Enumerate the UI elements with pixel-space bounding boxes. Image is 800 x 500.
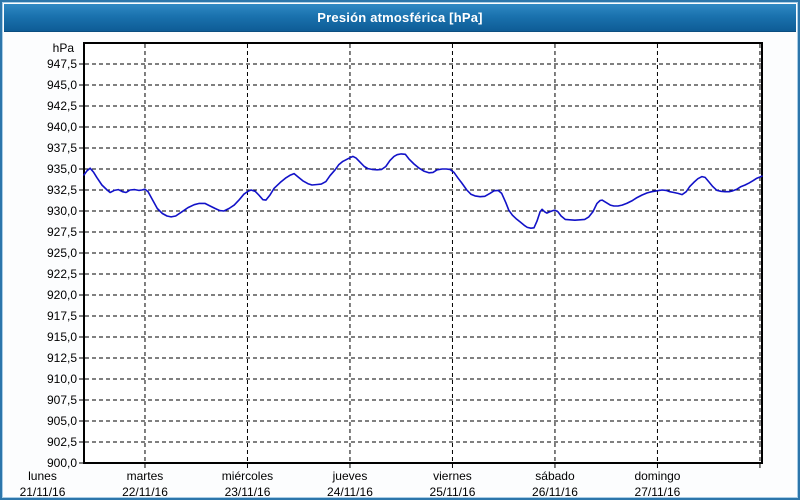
y-tick-label: 905,0 bbox=[47, 414, 77, 428]
x-axis-day-name: domingo bbox=[634, 469, 680, 483]
y-tick-label: 912,5 bbox=[47, 351, 77, 365]
x-axis-day-name: martes bbox=[127, 469, 164, 483]
y-tick-label: 930,0 bbox=[47, 204, 77, 218]
x-axis-day-name: miércoles bbox=[222, 469, 273, 483]
y-tick-label: 920,0 bbox=[47, 288, 77, 302]
chart-title-bar: Presión atmosférica [hPa] bbox=[4, 4, 796, 32]
y-tick-label: 932,5 bbox=[47, 183, 77, 197]
y-tick-label: 900,0 bbox=[47, 456, 77, 470]
x-axis-day-name: lunes bbox=[28, 469, 57, 483]
x-axis-day-date: 21/11/16 bbox=[20, 485, 66, 499]
y-tick-label: 935,0 bbox=[47, 162, 77, 176]
y-tick-label: 945,0 bbox=[47, 78, 77, 92]
y-tick-label: 925,0 bbox=[47, 246, 77, 260]
x-axis-day-name: viernes bbox=[433, 469, 472, 483]
y-tick-label: 915,0 bbox=[47, 330, 77, 344]
x-axis-day-date: 23/11/16 bbox=[225, 485, 271, 499]
pressure-line bbox=[83, 153, 763, 229]
x-axis-day-date: 24/11/16 bbox=[327, 485, 373, 499]
x-axis-day-date: 27/11/16 bbox=[635, 485, 681, 499]
chart-title: Presión atmosférica [hPa] bbox=[317, 10, 483, 25]
x-axis-day-date: 22/11/16 bbox=[122, 485, 168, 499]
x-axis-day-date: 26/11/16 bbox=[532, 485, 578, 499]
y-tick-label: 922,5 bbox=[47, 267, 77, 281]
y-tick-label: 947,5 bbox=[47, 57, 77, 71]
y-tick-label: 917,5 bbox=[47, 309, 77, 323]
y-tick-label: 907,5 bbox=[47, 393, 77, 407]
y-tick-label: 910,0 bbox=[47, 372, 77, 386]
y-tick-label: 927,5 bbox=[47, 225, 77, 239]
x-axis-day-date: 25/11/16 bbox=[430, 485, 476, 499]
y-tick-label: 902,5 bbox=[47, 435, 77, 449]
y-axis-unit-label: hPa bbox=[53, 41, 75, 55]
x-axis-day-name: sábado bbox=[535, 469, 575, 483]
x-axis-day-name: jueves bbox=[332, 469, 368, 483]
y-tick-label: 940,0 bbox=[47, 120, 77, 134]
y-tick-label: 942,5 bbox=[47, 99, 77, 113]
y-tick-label: 937,5 bbox=[47, 141, 77, 155]
